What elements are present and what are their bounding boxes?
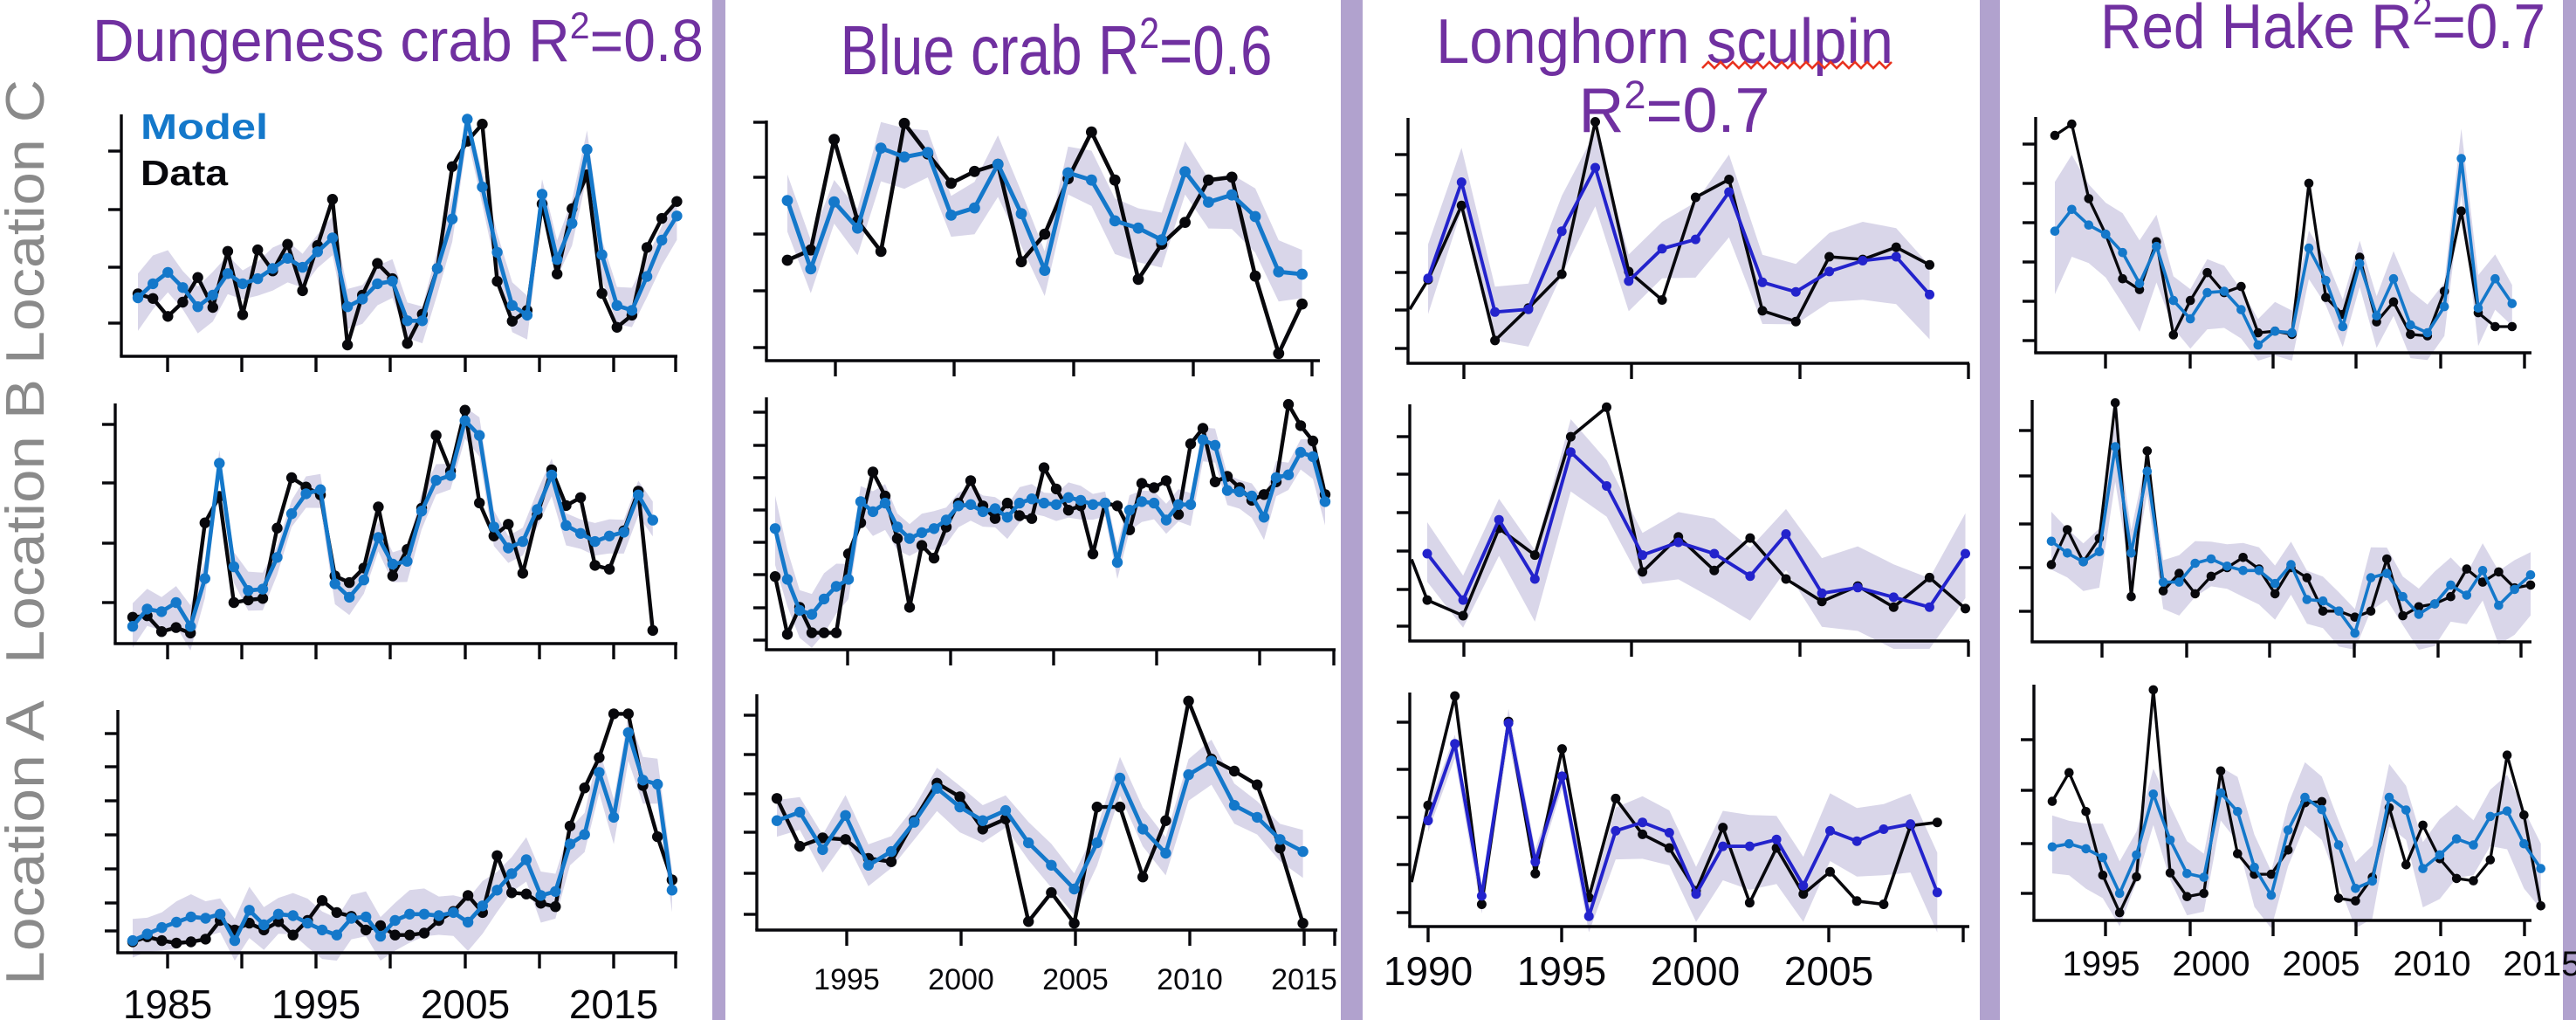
svg-text:2005: 2005 <box>421 982 510 1020</box>
svg-text:Blue crab R2=0.6: Blue crab R2=0.6 <box>841 9 1273 89</box>
svg-text:2015: 2015 <box>1271 963 1337 996</box>
svg-text:2005: 2005 <box>1042 963 1109 996</box>
svg-text:Longhorn sculpin: Longhorn sculpin <box>1436 7 1893 77</box>
svg-text:Data: Data <box>141 153 229 193</box>
svg-text:R2=0.7: R2=0.7 <box>1579 72 1770 146</box>
svg-text:1995: 1995 <box>1517 948 1606 994</box>
svg-text:1995: 1995 <box>814 963 880 996</box>
svg-text:2000: 2000 <box>928 963 994 996</box>
svg-text:Dungeness crab R2=0.8: Dungeness crab R2=0.8 <box>93 5 704 74</box>
svg-text:1990: 1990 <box>1384 948 1473 994</box>
svg-text:Model: Model <box>141 107 268 147</box>
svg-text:1985: 1985 <box>123 982 212 1020</box>
svg-text:2010: 2010 <box>1157 963 1223 996</box>
svg-text:Location A: Location A <box>0 700 56 985</box>
svg-text:2005: 2005 <box>2283 945 2360 983</box>
svg-text:Red Hake R2=0.7: Red Hake R2=0.7 <box>2100 0 2545 62</box>
svg-text:1995: 1995 <box>271 982 361 1020</box>
svg-text:2000: 2000 <box>2173 945 2250 983</box>
svg-text:2000: 2000 <box>1651 948 1740 994</box>
svg-text:1995: 1995 <box>2063 945 2140 983</box>
svg-text:2015: 2015 <box>2504 945 2576 983</box>
svg-text:2015: 2015 <box>569 982 658 1020</box>
svg-text:Location B: Location B <box>0 379 56 664</box>
svg-text:2010: 2010 <box>2394 945 2471 983</box>
svg-text:Location C: Location C <box>0 79 56 364</box>
svg-text:2005: 2005 <box>1784 948 1873 994</box>
